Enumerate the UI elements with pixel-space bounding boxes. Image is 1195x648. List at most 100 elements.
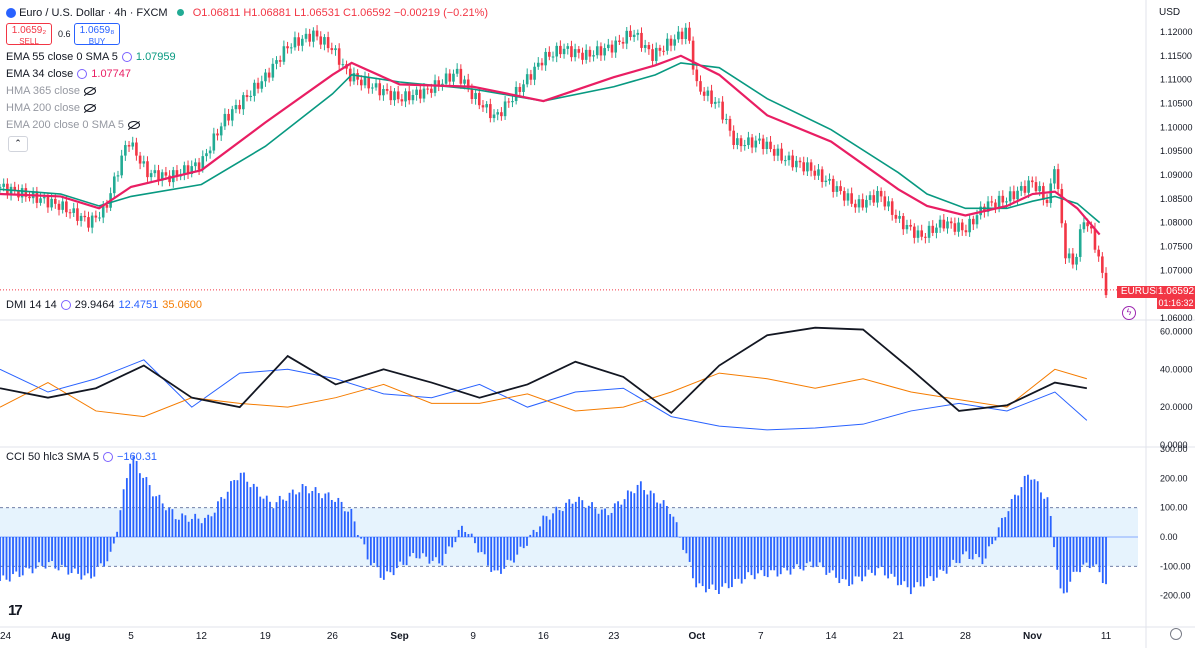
candle-body: [780, 148, 783, 161]
candle-body: [153, 170, 157, 174]
candle-body: [500, 112, 503, 117]
candle-body: [842, 191, 846, 201]
hidden-eye-icon[interactable]: [83, 104, 96, 112]
candle-body: [728, 118, 732, 131]
time-tick-label: 28: [960, 631, 972, 642]
collapse-legend-button[interactable]: ⌃: [8, 136, 28, 152]
legend-hma365[interactable]: HMA 365 close: [6, 85, 96, 97]
cci-bar: [207, 514, 210, 537]
lightning-icon[interactable]: ϟ: [1122, 306, 1136, 320]
cci-bar: [929, 537, 932, 577]
candle-body: [382, 89, 385, 96]
hidden-eye-icon[interactable]: [128, 121, 141, 129]
legend-ema55[interactable]: EMA 55 close 0 SMA 5 1.07959: [6, 51, 176, 63]
candle-body: [887, 201, 890, 207]
legend-cci[interactable]: CCI 50 hlc3 SMA 5 −160.31: [6, 451, 157, 463]
chart-header: Euro / U.S. Dollar · 4h · FXCM O1.06811 …: [6, 6, 488, 20]
symbol-title[interactable]: Euro / U.S. Dollar · 4h · FXCM: [19, 7, 168, 19]
cci-bar: [435, 537, 437, 558]
legend-ema34[interactable]: EMA 34 close 1.07747: [6, 68, 131, 80]
buy-button[interactable]: 1.0659₈ BUY: [74, 23, 120, 46]
time-tick-label: 14: [826, 631, 838, 642]
cci-bar: [903, 537, 906, 582]
cci-bar: [73, 537, 76, 569]
cci-bar: [561, 511, 564, 537]
hidden-eye-icon[interactable]: [83, 87, 96, 95]
cci-bar: [461, 525, 463, 537]
candle-body: [72, 208, 76, 213]
cci-bar: [848, 537, 850, 586]
settings-icon[interactable]: [121, 52, 132, 62]
cci-bar: [1079, 537, 1081, 573]
cci-tick-label: 300.00: [1160, 444, 1188, 454]
candle-body: [286, 46, 289, 49]
candle-body: [223, 113, 227, 127]
candle-body: [551, 56, 555, 58]
cci-bar: [197, 518, 200, 537]
cci-bar: [988, 537, 990, 547]
cci-bar: [34, 537, 37, 569]
sell-button[interactable]: 1.0659₂ SELL: [6, 23, 52, 46]
cci-bar: [363, 537, 366, 545]
cci-bar: [874, 537, 876, 576]
candle-body: [374, 83, 378, 88]
cci-bar: [1046, 497, 1049, 537]
cci-bar: [334, 501, 336, 537]
candle-body: [98, 217, 101, 219]
cci-bar: [1072, 537, 1075, 572]
cci-bar: [506, 537, 509, 560]
candle-body: [1045, 199, 1049, 204]
cci-bar: [529, 534, 532, 537]
currency-label[interactable]: USD: [1159, 7, 1181, 18]
cci-bar: [57, 537, 60, 571]
candle-body: [238, 105, 241, 110]
cci-bar: [129, 463, 132, 537]
cci-bar: [70, 537, 73, 574]
legend-hma200[interactable]: HMA 200 close: [6, 102, 96, 114]
candle-body: [972, 218, 975, 225]
cci-bar: [86, 537, 89, 574]
candle-body: [312, 30, 315, 42]
cci-bar: [60, 537, 63, 565]
cci-bar: [448, 537, 450, 547]
candle-body: [614, 40, 617, 53]
cci-tick-label: -100.00: [1160, 561, 1191, 571]
cci-bar: [337, 497, 340, 537]
cci-bar: [217, 501, 219, 537]
cci-bar: [379, 537, 382, 578]
settings-gear-icon[interactable]: [1170, 628, 1182, 640]
cci-bar: [90, 537, 92, 579]
cci-bar: [714, 537, 717, 590]
cci-bar: [656, 502, 659, 537]
candle-body: [65, 201, 68, 213]
candle-body: [90, 215, 94, 228]
cci-bar: [438, 537, 441, 564]
candle-body: [629, 30, 632, 38]
settings-icon[interactable]: [60, 300, 71, 310]
cci-bar: [298, 492, 301, 537]
cci-bar: [151, 496, 154, 537]
legend-ema200[interactable]: EMA 200 close 0 SMA 5: [6, 119, 141, 131]
price-tag-price: 1.06592: [1157, 286, 1195, 298]
cci-tick-label: 100.00: [1160, 503, 1188, 513]
candle-body: [131, 142, 135, 147]
cci-bar: [828, 537, 831, 573]
legend-dmi[interactable]: DMI 14 14 29.9464 12.4751 35.0600: [6, 299, 202, 311]
settings-icon[interactable]: [102, 452, 113, 462]
settings-icon[interactable]: [77, 69, 88, 79]
candle-body: [909, 224, 912, 227]
cci-bar: [971, 537, 974, 560]
candle-body: [876, 190, 879, 203]
candle-body: [105, 204, 109, 208]
candle-body: [1089, 226, 1093, 229]
cci-tick-label: 200.00: [1160, 473, 1188, 483]
candle-body: [743, 145, 747, 147]
cci-bar: [652, 493, 655, 537]
cci-bar: [213, 512, 216, 537]
candle-body: [706, 90, 710, 96]
cci-bar: [581, 500, 584, 537]
candle-body: [702, 91, 706, 96]
candle-body: [868, 195, 872, 200]
candle-body: [640, 32, 643, 48]
